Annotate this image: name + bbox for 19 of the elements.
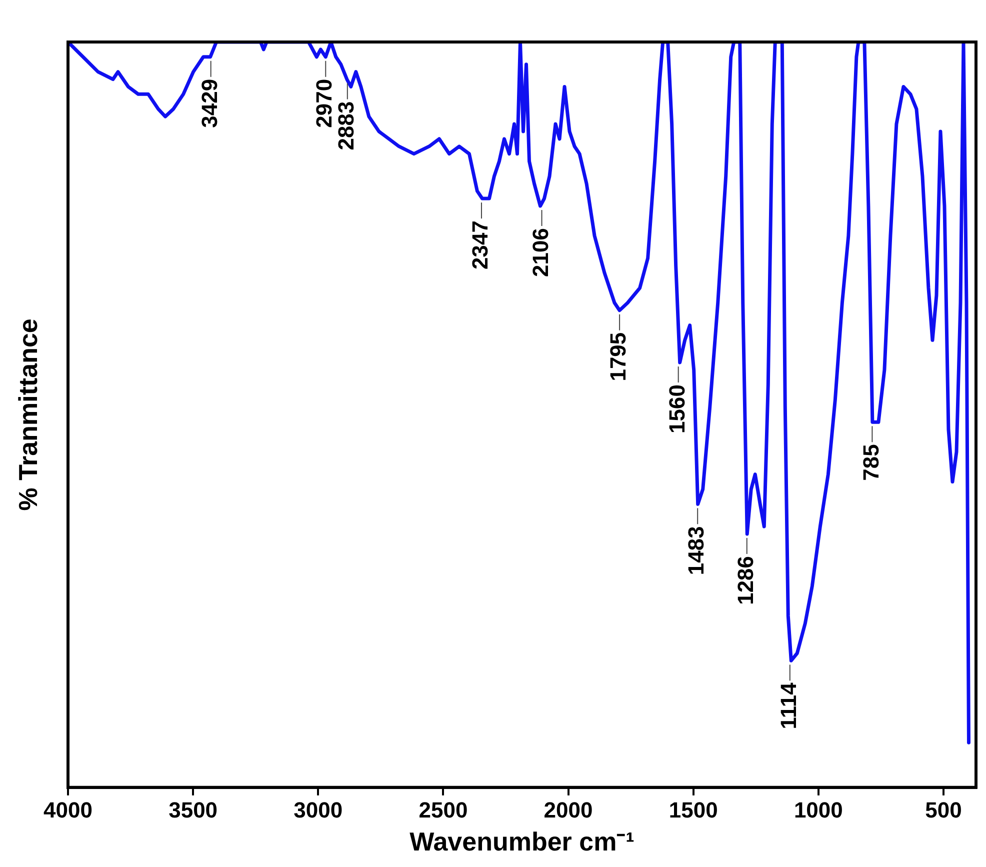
x-tick-label: 500 bbox=[925, 798, 962, 823]
annotation: 2106 bbox=[528, 228, 553, 277]
annotation: 3429 bbox=[196, 78, 222, 128]
y-axis-title: % Tranmittance bbox=[13, 318, 44, 511]
annotation: 1286 bbox=[732, 556, 758, 605]
annotation: 1795 bbox=[606, 332, 631, 382]
x-tick-label: 2000 bbox=[544, 798, 593, 823]
x-axis-title: Wavenumber cm⁻¹ bbox=[410, 826, 634, 857]
x-tick-label: 1500 bbox=[668, 798, 718, 823]
annotation: 2347 bbox=[468, 220, 493, 270]
annotation: 1560 bbox=[664, 384, 690, 434]
x-tick-label: 3000 bbox=[294, 798, 343, 823]
x-tick-label: 2500 bbox=[418, 798, 468, 823]
annotation: 1483 bbox=[684, 526, 709, 576]
annotation: 1114 bbox=[776, 682, 801, 730]
annotation: 785 bbox=[858, 444, 884, 481]
x-tick-label: 3500 bbox=[168, 798, 218, 823]
x-tick-label: 1000 bbox=[794, 798, 843, 823]
x-tick-label: 4000 bbox=[44, 798, 92, 823]
